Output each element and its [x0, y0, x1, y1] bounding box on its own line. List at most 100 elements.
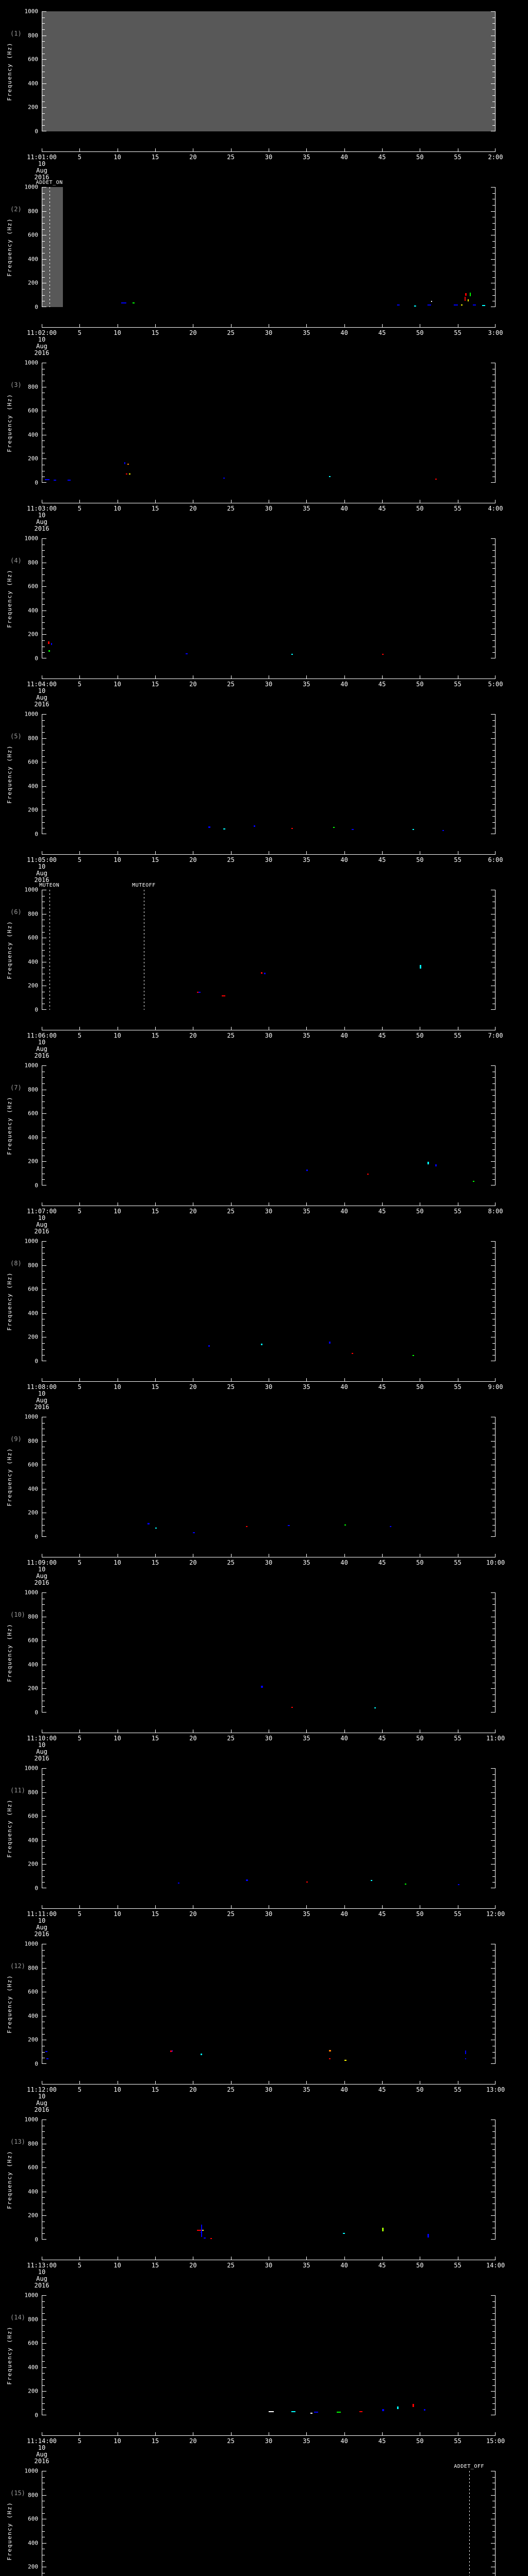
x-tick-label: 40	[340, 505, 348, 512]
y-axis-tick	[42, 1271, 45, 1272]
y-tick-label: 200	[28, 104, 38, 111]
y-axis-tick	[42, 1009, 46, 1010]
plot-area[interactable]	[42, 1241, 496, 1361]
y-axis-tick	[491, 2239, 495, 2240]
x-axis-start-time-label: 11:13:00	[27, 2262, 57, 2269]
date-line: 10	[38, 336, 46, 343]
plot-area[interactable]	[42, 538, 496, 658]
y-axis-tick	[42, 652, 45, 653]
detection-point	[46, 2058, 48, 2060]
y-axis-tick	[492, 113, 495, 114]
y-axis-tick	[491, 1065, 495, 1066]
plot-area[interactable]	[42, 890, 496, 1010]
y-axis-tick	[42, 622, 45, 623]
plot-area[interactable]	[42, 1944, 496, 2064]
x-axis-tick	[230, 1027, 232, 1030]
detection-point	[412, 1355, 414, 1357]
date-line: 2016	[34, 1930, 50, 1938]
plot-area[interactable]	[42, 363, 496, 483]
y-axis-tick	[42, 223, 45, 224]
detection-point	[306, 1881, 308, 1883]
x-axis-tick	[155, 1378, 156, 1381]
x-axis-tick	[79, 1202, 80, 1206]
y-axis-tick	[491, 2167, 495, 2168]
y-tick-label: 400	[28, 1661, 38, 1668]
y-axis-tick	[492, 241, 495, 242]
y-tick-label: 800	[28, 559, 38, 566]
x-axis-tick	[230, 675, 232, 679]
detection-point	[125, 473, 127, 474]
detection-point	[147, 1522, 150, 1524]
x-axis-end-time-label: 5:00	[488, 681, 503, 688]
date-line: 2016	[34, 349, 50, 357]
y-axis-tick	[492, 1179, 495, 1180]
y-axis-tick	[42, 732, 45, 733]
y-axis-tick	[42, 2331, 45, 2332]
plot-area[interactable]	[42, 1417, 496, 1537]
plot-area[interactable]	[42, 187, 496, 307]
y-axis-tick	[42, 538, 46, 539]
y-axis-tick	[492, 47, 495, 48]
plot-area[interactable]	[42, 11, 496, 131]
panel-number-label: (3)	[10, 381, 22, 388]
y-axis-tick	[492, 1670, 495, 1671]
x-axis-tick	[230, 2432, 232, 2435]
y-axis-tick	[492, 1658, 495, 1659]
y-axis-tick	[491, 1536, 495, 1537]
y-axis-tick	[42, 950, 45, 951]
x-axis-tick	[79, 1730, 80, 1733]
x-axis-tick	[306, 2432, 307, 2435]
detection-point	[54, 479, 57, 481]
detection-point	[412, 829, 414, 831]
y-axis-tick	[492, 1870, 495, 1871]
date-line: Aug	[36, 1221, 47, 1228]
x-tick-label: 55	[454, 1032, 461, 1039]
x-tick-label: 25	[227, 1208, 235, 1215]
x-tick-label: 15	[151, 1383, 159, 1391]
y-axis-tick	[492, 1986, 495, 1987]
y-axis-tick	[42, 2131, 45, 2132]
x-axis-tick	[344, 1554, 345, 1557]
x-tick-label: 25	[227, 2262, 235, 2269]
x-axis-tick	[230, 1202, 232, 1206]
y-axis-tick	[42, 931, 45, 933]
y-tick-label: 600	[28, 758, 38, 766]
y-tick-label: 0	[35, 1709, 38, 1716]
x-tick-label: 5	[77, 2437, 81, 2445]
x-tick-label: 35	[303, 1032, 310, 1039]
y-axis-tick	[492, 616, 495, 617]
plot-area[interactable]	[42, 1065, 496, 1185]
y-tick-label: 800	[28, 2316, 38, 2323]
x-axis-tick	[344, 148, 345, 151]
y-axis-tick	[492, 2131, 495, 2132]
x-tick-label: 15	[151, 2437, 159, 2445]
y-axis-tick	[42, 11, 46, 12]
plot-area[interactable]	[42, 2295, 496, 2415]
y-axis-tick	[42, 2495, 46, 2496]
plot-area[interactable]	[42, 714, 496, 834]
y-axis-tick	[491, 1592, 495, 1593]
plot-area[interactable]	[42, 2471, 496, 2576]
detection-point	[310, 2413, 312, 2414]
detection-point	[269, 2411, 274, 2412]
x-axis-tick	[344, 1202, 345, 1206]
y-axis-tick	[492, 2355, 495, 2356]
x-tick-label: 55	[454, 2262, 461, 2269]
date-line: 10	[38, 1566, 46, 1573]
detection-point	[389, 1526, 391, 1527]
plot-area[interactable]	[42, 1768, 496, 1888]
y-axis-tick	[42, 616, 45, 617]
y-axis-tick	[491, 1265, 495, 1266]
x-axis-tick	[344, 2081, 345, 2084]
detection-point	[222, 995, 226, 997]
y-axis-tick	[492, 1822, 495, 1823]
y-tick-label: 1000	[24, 710, 39, 718]
spectrogram-panel: Frequency (Hz) (4) 0 200 400 600 800 1000 11:04:…	[0, 536, 528, 714]
plot-area[interactable]	[42, 1592, 496, 1713]
y-axis-right-rail	[495, 1417, 496, 1537]
x-tick-label: 5	[77, 154, 81, 161]
y-axis-tick	[42, 277, 45, 278]
plot-area[interactable]	[42, 2120, 496, 2240]
x-tick-label: 30	[265, 2437, 273, 2445]
